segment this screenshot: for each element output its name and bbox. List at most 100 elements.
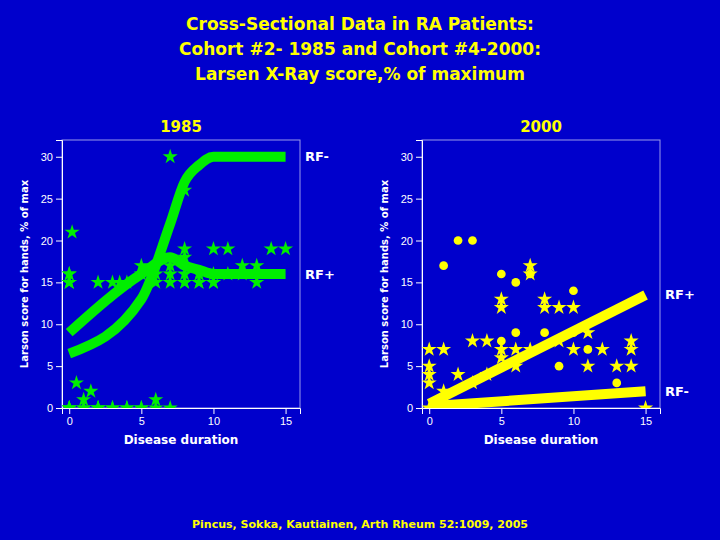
point [479,333,494,347]
point [134,258,149,272]
point [465,375,480,389]
tick-mark [416,241,422,242]
point [436,383,451,397]
plot-area [422,236,653,408]
tick-label: 10 [401,318,413,330]
tick: 25 [401,193,422,205]
y-axis-label: Larson score for hands, % of max [379,179,390,368]
tick-label: 10 [208,415,220,427]
point [278,241,293,255]
tick-mark [501,408,502,414]
tick-label: 0 [427,415,433,427]
point [580,325,595,339]
axis-line [416,141,423,409]
point [249,274,264,288]
point [264,241,279,255]
title: Cohort #2- 1985 and Cohort #4-2000: [179,39,541,59]
tick-mark [56,157,62,158]
point [494,291,509,305]
point [526,270,535,279]
point [569,286,578,295]
point [468,236,477,245]
point [552,300,567,314]
tick-mark [56,324,62,325]
point [220,266,235,280]
trend-band [69,157,285,354]
point [163,149,178,163]
point [454,236,463,245]
tick-label: 25 [401,193,413,205]
tick: 15 [41,276,62,288]
tick-mark [416,324,422,325]
tick-label: 15 [640,415,652,427]
point [580,358,595,372]
series-label: RF+ [305,267,335,282]
tick-mark [416,157,422,158]
tick-mark [416,366,422,367]
point [584,345,593,354]
tick-mark [416,282,422,283]
point [595,341,610,355]
series-label: RF- [665,384,689,399]
tick: 5 [407,360,422,372]
tick: 5 [139,408,145,427]
point [624,341,639,355]
point [511,328,520,337]
tick-label: 0 [67,415,73,427]
tick-mark [56,408,62,409]
plot-area [62,149,293,408]
tick-label: 30 [41,151,53,163]
tick-mark [646,408,647,414]
tick-label: 20 [41,235,53,247]
tick-label: 5 [47,360,53,372]
point [62,266,77,280]
tick-label: 5 [407,360,413,372]
tick-mark [416,408,422,409]
point [638,400,653,408]
tick: 15 [401,276,422,288]
series-label: RF- [305,149,329,164]
point [436,341,451,355]
tick-label: 0 [47,402,53,414]
point [163,400,178,408]
tick: 30 [41,151,62,163]
tick: 10 [568,408,580,427]
tick-label: 25 [41,193,53,205]
footnote: Pincus, Sokka, Kautiainen, Arth Rheum 52… [192,518,528,531]
tick: 0 [407,402,422,414]
tick-label: 30 [401,151,413,163]
trend-band [69,257,285,332]
tick: 0 [427,408,433,427]
point [540,328,549,337]
point [220,241,235,255]
trend-band [429,391,645,406]
point [91,400,106,408]
point [119,400,134,408]
title: Larsen X-Ray score,% of maximum [195,64,525,84]
point [105,400,120,408]
y-axis: 051015202530 [41,141,63,415]
point [624,358,639,372]
x-axis: 0 5 10 15 [63,408,301,427]
point [508,341,523,355]
tick-mark [286,408,287,414]
tick: 5 [499,408,505,427]
point [177,182,192,196]
x-axis-label: Disease duration [484,433,599,447]
panel-title: 2000 [520,118,562,136]
point [422,375,437,389]
point [105,400,120,408]
point [511,278,520,287]
tick: 0 [67,408,73,427]
point [569,328,578,337]
tick-label: 5 [139,415,145,427]
point [451,400,466,408]
tick-label: 20 [401,235,413,247]
tick-label: 15 [280,415,292,427]
point [192,266,207,280]
tick-mark [429,408,430,414]
point [177,266,192,280]
panel: 051015051015202530Disease durationLarson… [19,118,335,447]
trend-band [429,295,645,404]
point [523,266,538,280]
